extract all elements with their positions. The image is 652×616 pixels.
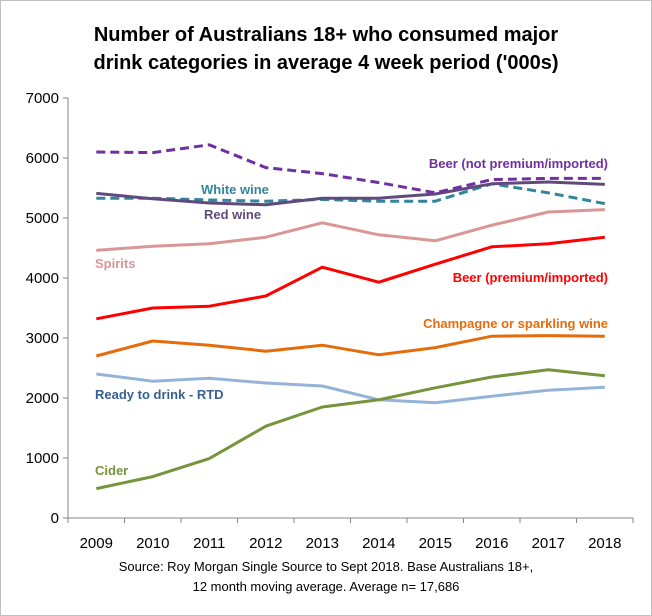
series-label: Spirits bbox=[95, 256, 135, 271]
y-tick-label: 6000 bbox=[26, 150, 59, 167]
series-label: Ready to drink - RTD bbox=[95, 387, 224, 402]
series-line-beer-premium-imported- bbox=[96, 235, 605, 321]
x-tick-label: 2012 bbox=[249, 535, 282, 552]
y-tick-label: 5000 bbox=[26, 210, 59, 227]
y-tick-label: 3000 bbox=[26, 330, 59, 347]
series-line-white-wine bbox=[96, 182, 606, 206]
y-tick-label: 0 bbox=[51, 510, 59, 527]
series-label: Champagne or sparkling wine bbox=[423, 316, 608, 331]
series-line-red-wine bbox=[96, 180, 605, 207]
x-tick-label: 2009 bbox=[80, 535, 113, 552]
series-line-ready-to-drink-rtd bbox=[96, 372, 605, 405]
title-line-1: Number of Australians 18+ who consumed m… bbox=[93, 24, 559, 46]
x-tick-label: 2014 bbox=[362, 535, 395, 552]
source-line-2: 12 month moving average. Average n= 17,6… bbox=[192, 579, 460, 594]
y-tick-label: 4000 bbox=[26, 270, 59, 287]
series-label: White wine bbox=[201, 182, 269, 197]
x-tick-label: 2016 bbox=[475, 535, 508, 552]
series-label: Cider bbox=[95, 463, 128, 478]
series-line-cider bbox=[95, 368, 605, 491]
series-label: Beer (not premium/imported) bbox=[429, 156, 608, 171]
y-tick-label: 1000 bbox=[26, 450, 59, 467]
series-line-beer-not-premium-imported- bbox=[96, 143, 605, 195]
source-line-1: Source: Roy Morgan Single Source to Sept… bbox=[118, 559, 534, 574]
x-tick-label: 2010 bbox=[136, 535, 169, 552]
x-tick-label: 2018 bbox=[588, 535, 621, 552]
x-tick-label: 2017 bbox=[532, 535, 565, 552]
x-tick-label: 2015 bbox=[419, 535, 452, 552]
x-tick-label: 2013 bbox=[306, 535, 339, 552]
y-tick-label: 7000 bbox=[26, 90, 59, 107]
series-line-spirits bbox=[96, 208, 605, 252]
y-tick-label: 2000 bbox=[26, 390, 59, 407]
title-line-2: drink categories in average 4 week perio… bbox=[93, 52, 559, 74]
series-label: Beer (premium/imported) bbox=[453, 270, 608, 285]
source-note: Source: Roy Morgan Single Source to Sept… bbox=[1, 557, 651, 597]
x-tick-label: 2011 bbox=[193, 535, 225, 552]
series-label: Red wine bbox=[204, 207, 261, 222]
series-line-champagne-or-sparkling-wine bbox=[95, 334, 605, 358]
chart-title: Number of Australians 18+ who consumed m… bbox=[1, 21, 651, 77]
